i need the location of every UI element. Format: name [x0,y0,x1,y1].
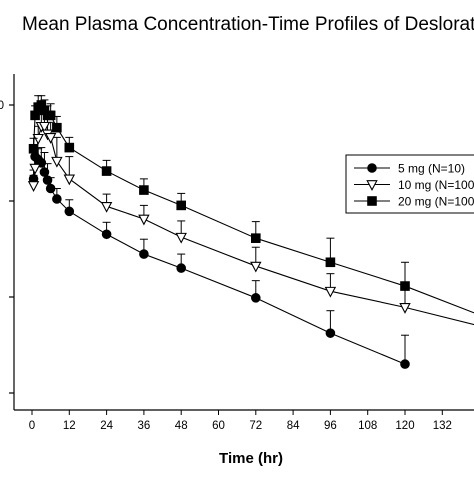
data-point [139,185,149,195]
legend-label: 20 mg (N=100 [398,195,474,209]
series-3 [28,95,474,314]
x-axis-label: Time (hr) [219,450,283,467]
x-tick-label: 36 [138,420,151,432]
x-tick-label: 24 [100,420,113,432]
data-point [399,303,411,314]
data-point [63,174,76,186]
data-point [64,142,75,153]
legend-marker [367,163,377,173]
legend-layer: 5 mg (N=10) 10 mg (N=100 20 mg (N=100 [345,154,474,214]
legend-label: 10 mg (N=100 [398,178,474,192]
data-point [51,156,63,168]
y-tick-label: 0 [0,100,4,112]
data-point [30,110,40,121]
legend-marker [366,180,378,191]
data-point [28,143,39,154]
data-point [100,201,113,213]
data-point [32,133,44,145]
data-point [250,261,262,273]
data-point [101,229,112,240]
data-point [400,281,410,291]
x-tick-label: 96 [324,420,337,432]
data-point [400,359,410,369]
x-tick-label: 0 [29,420,35,432]
data-point [176,200,186,211]
x-tick-label: 12 [63,420,76,432]
x-tick-label: 60 [212,420,225,432]
data-point [52,194,62,204]
data-point [29,163,41,175]
x-tick-label: 132 [433,420,452,432]
x-tick-label: 84 [287,420,300,432]
data-point [324,286,337,298]
data-point [176,263,186,273]
data-point [39,167,50,177]
data-point [139,249,149,259]
legend-label: 5 mg (N=10) [398,162,465,176]
data-point [45,183,56,194]
data-point [38,121,51,133]
data-point [138,214,150,226]
x-tick-label: 48 [175,420,188,432]
chart-title: Mean Plasma Concentration-Time Profiles … [22,14,474,35]
data-point [52,122,62,133]
axes-layer: 0 12 24 36 48 60 72 84 96 108 120 132 0 [0,74,474,432]
data-point [42,175,53,185]
x-tick-label: 72 [249,420,262,432]
legend-marker [367,196,377,206]
x-tick-label: 120 [395,420,414,432]
series-layer [27,95,474,369]
data-point [27,181,40,192]
data-point [251,233,261,243]
data-point [101,166,112,176]
data-point [44,133,57,144]
series-line [33,125,474,326]
data-point [45,110,56,121]
data-point [325,328,336,338]
data-point [175,232,187,244]
data-point [64,206,75,217]
data-point [251,293,261,303]
data-point [325,257,336,268]
legend-box [345,154,474,214]
x-tick-label: 108 [358,420,377,432]
